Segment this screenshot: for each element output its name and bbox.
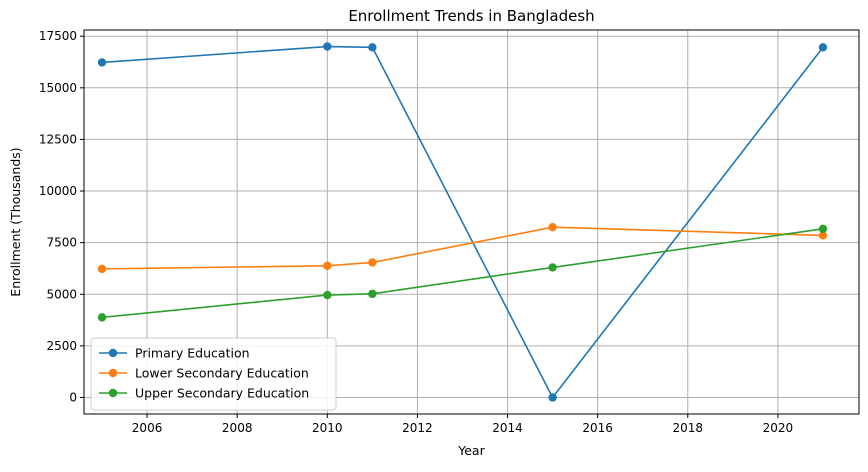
x-tick-label: 2014 — [492, 421, 523, 435]
data-point — [97, 313, 107, 322]
axis-ticks: 2006 2008 2010 2012 2014 2016 2018 2020 0 2500 500… — [39, 29, 793, 435]
x-tick-label: 2012 — [402, 421, 433, 435]
x-tick-label: 2006 — [132, 421, 163, 435]
y-tick-label: 7500 — [46, 236, 77, 250]
series-2 — [97, 222, 828, 274]
legend-swatch-marker — [108, 368, 118, 378]
x-tick-label: 2020 — [763, 421, 794, 435]
x-tick-label: 2008 — [222, 421, 253, 435]
legend-label: Primary Education — [135, 346, 250, 361]
y-tick-label: 2500 — [46, 339, 77, 353]
data-point — [368, 258, 377, 267]
legend-item: Lower Secondary Education — [99, 366, 309, 381]
legend-item: Primary Education — [99, 346, 250, 361]
legend: Primary Education Lower Secondary Educati… — [90, 337, 337, 411]
series-3 — [97, 224, 828, 322]
data-point — [818, 43, 828, 52]
series-1 — [97, 42, 828, 402]
data-point — [323, 261, 332, 270]
plot-frame — [83, 29, 860, 415]
legend-label: Lower Secondary Education — [135, 366, 309, 381]
x-axis-label: Year — [457, 443, 485, 458]
data-point — [818, 224, 828, 234]
legend-item: Upper Secondary Education — [99, 386, 309, 401]
y-tick-label: 0 — [69, 390, 77, 404]
y-tick-label: 12500 — [39, 132, 77, 146]
series-lines — [97, 42, 828, 402]
y-tick-label: 5000 — [46, 287, 77, 301]
data-point — [548, 393, 557, 402]
y-tick-label: 15000 — [39, 81, 77, 95]
legend-label: Upper Secondary Education — [135, 386, 309, 401]
data-point — [323, 42, 332, 51]
chart-title: Enrollment Trends in Bangladesh — [348, 7, 594, 25]
legend-swatch-marker — [108, 348, 118, 358]
data-point — [548, 222, 557, 232]
data-point — [97, 58, 107, 67]
data-point — [818, 231, 828, 240]
x-tick-label: 2018 — [673, 421, 704, 435]
data-point — [323, 290, 332, 300]
legend-swatch-marker — [108, 388, 118, 398]
data-point — [368, 43, 377, 52]
data-point — [548, 263, 557, 272]
data-point — [368, 289, 377, 299]
data-point — [97, 264, 107, 274]
x-tick-label: 2016 — [582, 421, 613, 435]
y-tick-label: 10000 — [39, 184, 77, 198]
y-tick-label: 17500 — [39, 29, 77, 43]
x-tick-label: 2010 — [312, 421, 343, 435]
y-axis-label: Enrollment (Thousands) — [8, 147, 23, 296]
legend-box — [90, 337, 337, 411]
